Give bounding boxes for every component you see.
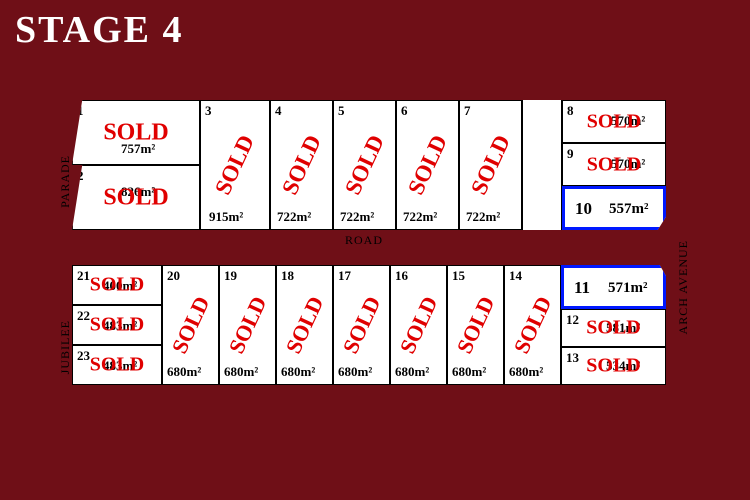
lot-5: 5 722m² SOLD: [333, 100, 396, 230]
lot-14: 14 680m² SOLD: [504, 265, 561, 385]
lot-10[interactable]: 10 557m²: [562, 186, 666, 230]
sold-stamp: SOLD: [339, 131, 389, 199]
lot-number: 14: [509, 268, 522, 284]
street-arch: ARCH AVENUE: [676, 240, 691, 334]
lot-area: 680m²: [338, 364, 372, 380]
lot-21: 21400m²SOLD: [72, 265, 162, 305]
lot-area: 722m²: [466, 209, 500, 225]
sold-stamp: SOLD: [276, 131, 326, 199]
stage-title: STAGE 4: [15, 8, 184, 52]
lot-number: 22: [77, 308, 90, 324]
lot-12: 12581m²SOLD: [561, 309, 666, 347]
lot-22: 22483m²SOLD: [72, 305, 162, 345]
lot-18: 18 680m² SOLD: [276, 265, 333, 385]
lot-area: 826m²: [121, 184, 155, 200]
lot-number: 1: [77, 103, 84, 119]
lot-area: 680m²: [452, 364, 486, 380]
lot-number: 5: [338, 103, 345, 119]
lot-area: 680m²: [395, 364, 429, 380]
sold-stamp: SOLD: [210, 131, 260, 199]
lot-number: 10: [575, 199, 592, 219]
lot-area: 680m²: [281, 364, 315, 380]
lot-area: 757m²: [121, 141, 155, 157]
lot-area: 570m²: [611, 113, 645, 129]
lot-number: 15: [452, 268, 465, 284]
lot-area: 571m²: [608, 280, 648, 297]
lot-number: 8: [567, 103, 574, 119]
lot-area: 722m²: [340, 209, 374, 225]
lot-7: 7 722m² SOLD: [459, 100, 522, 230]
lot-number: 3: [205, 103, 212, 119]
lot-3: 3 915m² SOLD: [200, 100, 270, 230]
lot-area: 557m²: [609, 201, 649, 218]
lot-number: 2: [77, 168, 84, 184]
lot-number: 12: [566, 312, 579, 328]
lot-area: 534m²: [606, 358, 640, 374]
sold-stamp: SOLD: [451, 292, 500, 357]
lot-area: 722m²: [277, 209, 311, 225]
sold-stamp: SOLD: [508, 292, 557, 357]
lot-area: 570m²: [611, 156, 645, 172]
lot-8: 8570m²SOLD: [562, 100, 666, 143]
lot-number: 23: [77, 348, 90, 364]
sold-stamp: SOLD: [465, 131, 515, 199]
lot-2: 2826m²SOLD: [72, 165, 200, 230]
lot-block-top: 1 757m² SOLD 2 826m² SOLD 3 915m² SOLD 4 722m² SOLD…: [72, 100, 666, 230]
lot-19: 19 680m² SOLD: [219, 265, 276, 385]
lot-number: 18: [281, 268, 294, 284]
sold-stamp: SOLD: [402, 131, 452, 199]
lot-area: 680m²: [224, 364, 258, 380]
lot-area: 680m²: [167, 364, 201, 380]
lot-6: 6 722m² SOLD: [396, 100, 459, 230]
lot-number: 17: [338, 268, 351, 284]
lot-area: 722m²: [403, 209, 437, 225]
lot-area: 483m²: [103, 358, 137, 374]
lot-area: 915m²: [209, 209, 243, 225]
lot-1: 1757m²SOLD: [72, 100, 200, 165]
lot-block-bottom: 21 400m² SOLD 22 483m² SOLD 23 483m² SOLD 20 680m²…: [72, 265, 666, 415]
sold-stamp: SOLD: [166, 292, 215, 357]
lot-number: 11: [574, 278, 590, 298]
lot-9: 9570m²SOLD: [562, 143, 666, 186]
lot-23: 23483m²SOLD: [72, 345, 162, 385]
street-parade: PARADE: [58, 155, 73, 208]
lot-number: 21: [77, 268, 90, 284]
sold-stamp: SOLD: [223, 292, 272, 357]
lot-area: 483m²: [103, 318, 137, 334]
lot-11[interactable]: 11 571m²: [561, 265, 666, 309]
lot-20: 20 680m² SOLD: [162, 265, 219, 385]
sold-stamp: SOLD: [280, 292, 329, 357]
lot-16: 16 680m² SOLD: [390, 265, 447, 385]
lot-13: 13534m²SOLD: [561, 347, 666, 385]
lot-number: 13: [566, 350, 579, 366]
lot-number: 9: [567, 146, 574, 162]
lot-number: 16: [395, 268, 408, 284]
lot-15: 15 680m² SOLD: [447, 265, 504, 385]
lot-area: 581m²: [606, 320, 640, 336]
street-jubilee: JUBILEE: [58, 320, 73, 374]
lot-area: 400m²: [103, 278, 137, 294]
lot-number: 4: [275, 103, 282, 119]
sold-stamp: SOLD: [394, 292, 443, 357]
lot-number: 7: [464, 103, 471, 119]
lot-area: 680m²: [509, 364, 543, 380]
lot-number: 20: [167, 268, 180, 284]
lot-4: 4 722m² SOLD: [270, 100, 333, 230]
lot-17: 17 680m² SOLD: [333, 265, 390, 385]
sold-stamp: SOLD: [337, 292, 386, 357]
lot-number: 6: [401, 103, 408, 119]
lot-number: 19: [224, 268, 237, 284]
street-road: ROAD: [345, 233, 383, 248]
